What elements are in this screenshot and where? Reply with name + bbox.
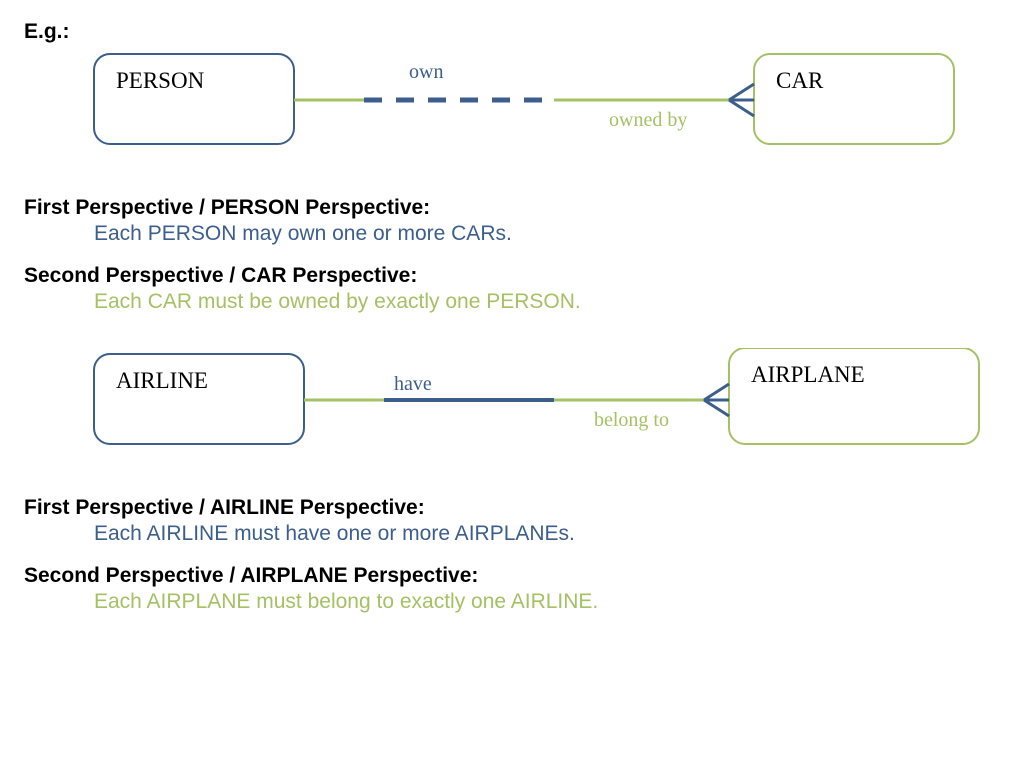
eg-label: E.g.: [24, 20, 991, 44]
rel2-crowsfoot-top [704, 384, 729, 400]
diagram-airline-airplane: AIRLINE AIRPLANE have belong to [64, 348, 994, 478]
entity-person-label: PERSON [116, 68, 205, 93]
rel1-label-own: own [409, 61, 443, 83]
entity-airline-label: AIRLINE [116, 368, 208, 393]
rel2-crowsfoot-bot [704, 400, 729, 416]
persp2-first: First Perspective / AIRLINE Perspective:… [24, 496, 991, 546]
rel2-label-have: have [394, 373, 432, 395]
persp1-second: Second Perspective / CAR Perspective: Ea… [24, 264, 991, 314]
rel1-crowsfoot-bot [729, 100, 754, 116]
persp1-first-heading: First Perspective / PERSON Perspective: [24, 196, 991, 220]
persp2-first-text: Each AIRLINE must have one or more AIRPL… [94, 522, 991, 546]
persp1-second-heading: Second Perspective / CAR Perspective: [24, 264, 991, 288]
persp2-second-text: Each AIRPLANE must belong to exactly one… [94, 590, 991, 614]
entity-car-label: CAR [776, 68, 824, 93]
persp1-first: First Perspective / PERSON Perspective: … [24, 196, 991, 246]
persp2-first-heading: First Perspective / AIRLINE Perspective: [24, 496, 991, 520]
rel1-crowsfoot-top [729, 84, 754, 100]
persp2-second-heading: Second Perspective / AIRPLANE Perspectiv… [24, 564, 991, 588]
rel2-label-belongto: belong to [594, 409, 669, 431]
persp1-second-text: Each CAR must be owned by exactly one PE… [94, 290, 991, 314]
rel1-label-ownedby: owned by [609, 109, 687, 131]
persp2-second: Second Perspective / AIRPLANE Perspectiv… [24, 564, 991, 614]
persp1-first-text: Each PERSON may own one or more CARs. [94, 222, 991, 246]
diagram-person-car: PERSON CAR own owned by [64, 48, 994, 178]
entity-airplane-label: AIRPLANE [751, 362, 865, 387]
